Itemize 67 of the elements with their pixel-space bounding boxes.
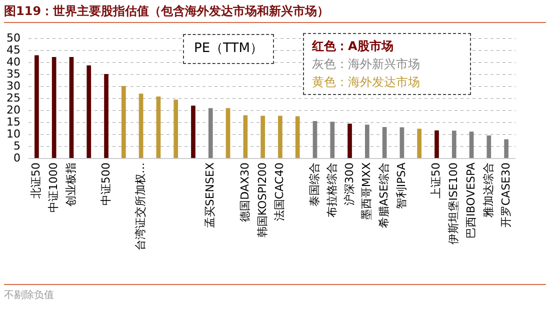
bar: [104, 74, 108, 158]
text: 不剔除负值: [4, 289, 55, 302]
x-tick-label: 北证50: [30, 162, 43, 198]
chart-title: 图119：世界主要股指估值（包含海外发达市场和新兴市场）: [4, 3, 546, 23]
bar: [138, 94, 144, 158]
x-tick-label: 伊斯坦堡ISE100: [447, 162, 460, 245]
bar: [364, 124, 370, 158]
annotation: PE（TTM）: [194, 40, 263, 58]
bar: [121, 86, 126, 158]
y-tick-label: 20: [6, 104, 20, 116]
y-tick-label: 30: [6, 80, 20, 92]
bar: [417, 128, 422, 158]
y-tick-label: 25: [6, 92, 20, 104]
bar: [348, 124, 352, 158]
x-tick-label: 上证50: [430, 162, 443, 198]
bar: [295, 116, 300, 158]
x-tick-label: 德国DAX30: [238, 162, 252, 222]
x-tick-label: 墨西哥MXX: [360, 162, 374, 220]
bar: [34, 55, 39, 158]
annotation: 黄色：海外发达市场: [312, 74, 421, 91]
bar: [243, 115, 248, 158]
y-tick-label: 15: [6, 116, 20, 128]
y-tick-label: 45: [6, 44, 20, 56]
x-tick-label: 台湾证交所加权…: [134, 162, 148, 250]
bar: [69, 56, 74, 158]
bar: [208, 108, 213, 158]
x-tick-label: 孟买SENSEX: [204, 162, 217, 228]
x-tick-label: 沪深300: [342, 162, 356, 206]
bar: [400, 127, 404, 158]
x-tick-label: 中证500: [99, 162, 112, 206]
bar: [330, 122, 335, 158]
bar: [434, 130, 439, 158]
x-tick-label: 智利IPSA: [394, 162, 408, 210]
y-tick-label: 50: [6, 32, 20, 44]
bar: [382, 127, 387, 158]
text-box: PE（TTM）: [183, 34, 274, 64]
x-tick-label: 雅加达综合: [482, 162, 495, 218]
color-key-box: 红色：A股市场 灰色：海外新兴市场 黄色：海外发达市场: [303, 33, 471, 95]
x-tick-label: 创业板指: [64, 162, 78, 206]
bar: [312, 121, 318, 158]
bar: [86, 65, 92, 158]
bar: [452, 130, 456, 158]
y-tick-label: 10: [6, 128, 20, 140]
bar: [278, 116, 282, 158]
x-tick-label: 法国CAC40: [273, 162, 286, 222]
bar: [469, 132, 474, 158]
bar: [174, 100, 178, 158]
annotation: 灰色：海外新兴市场: [312, 56, 421, 73]
x-tick-label: 泰国综合: [308, 162, 321, 206]
bar: [504, 139, 508, 158]
bar: [260, 116, 265, 158]
x-tick-label: 韩国KOSPI200: [256, 162, 269, 238]
x-tick-label: 开罗CASE30: [499, 162, 512, 228]
bar: [486, 135, 492, 158]
x-tick-label: 希腊ASE综合: [378, 162, 391, 228]
x-tick-label: 巴西IBOVESPA: [464, 162, 478, 238]
y-tick-label: 40: [6, 56, 20, 68]
y-tick-label: 0: [14, 152, 20, 164]
bar: [156, 96, 161, 158]
bar: [191, 106, 196, 158]
bar: [52, 56, 56, 158]
bar: [226, 108, 230, 158]
y-tick-label: 5: [14, 140, 20, 152]
x-tick-label: 中证1000: [47, 162, 60, 212]
annotation: 红色：A股市场: [312, 38, 394, 55]
y-tick-label: 35: [6, 68, 20, 80]
x-tick-label: 布拉格综合: [325, 162, 338, 218]
